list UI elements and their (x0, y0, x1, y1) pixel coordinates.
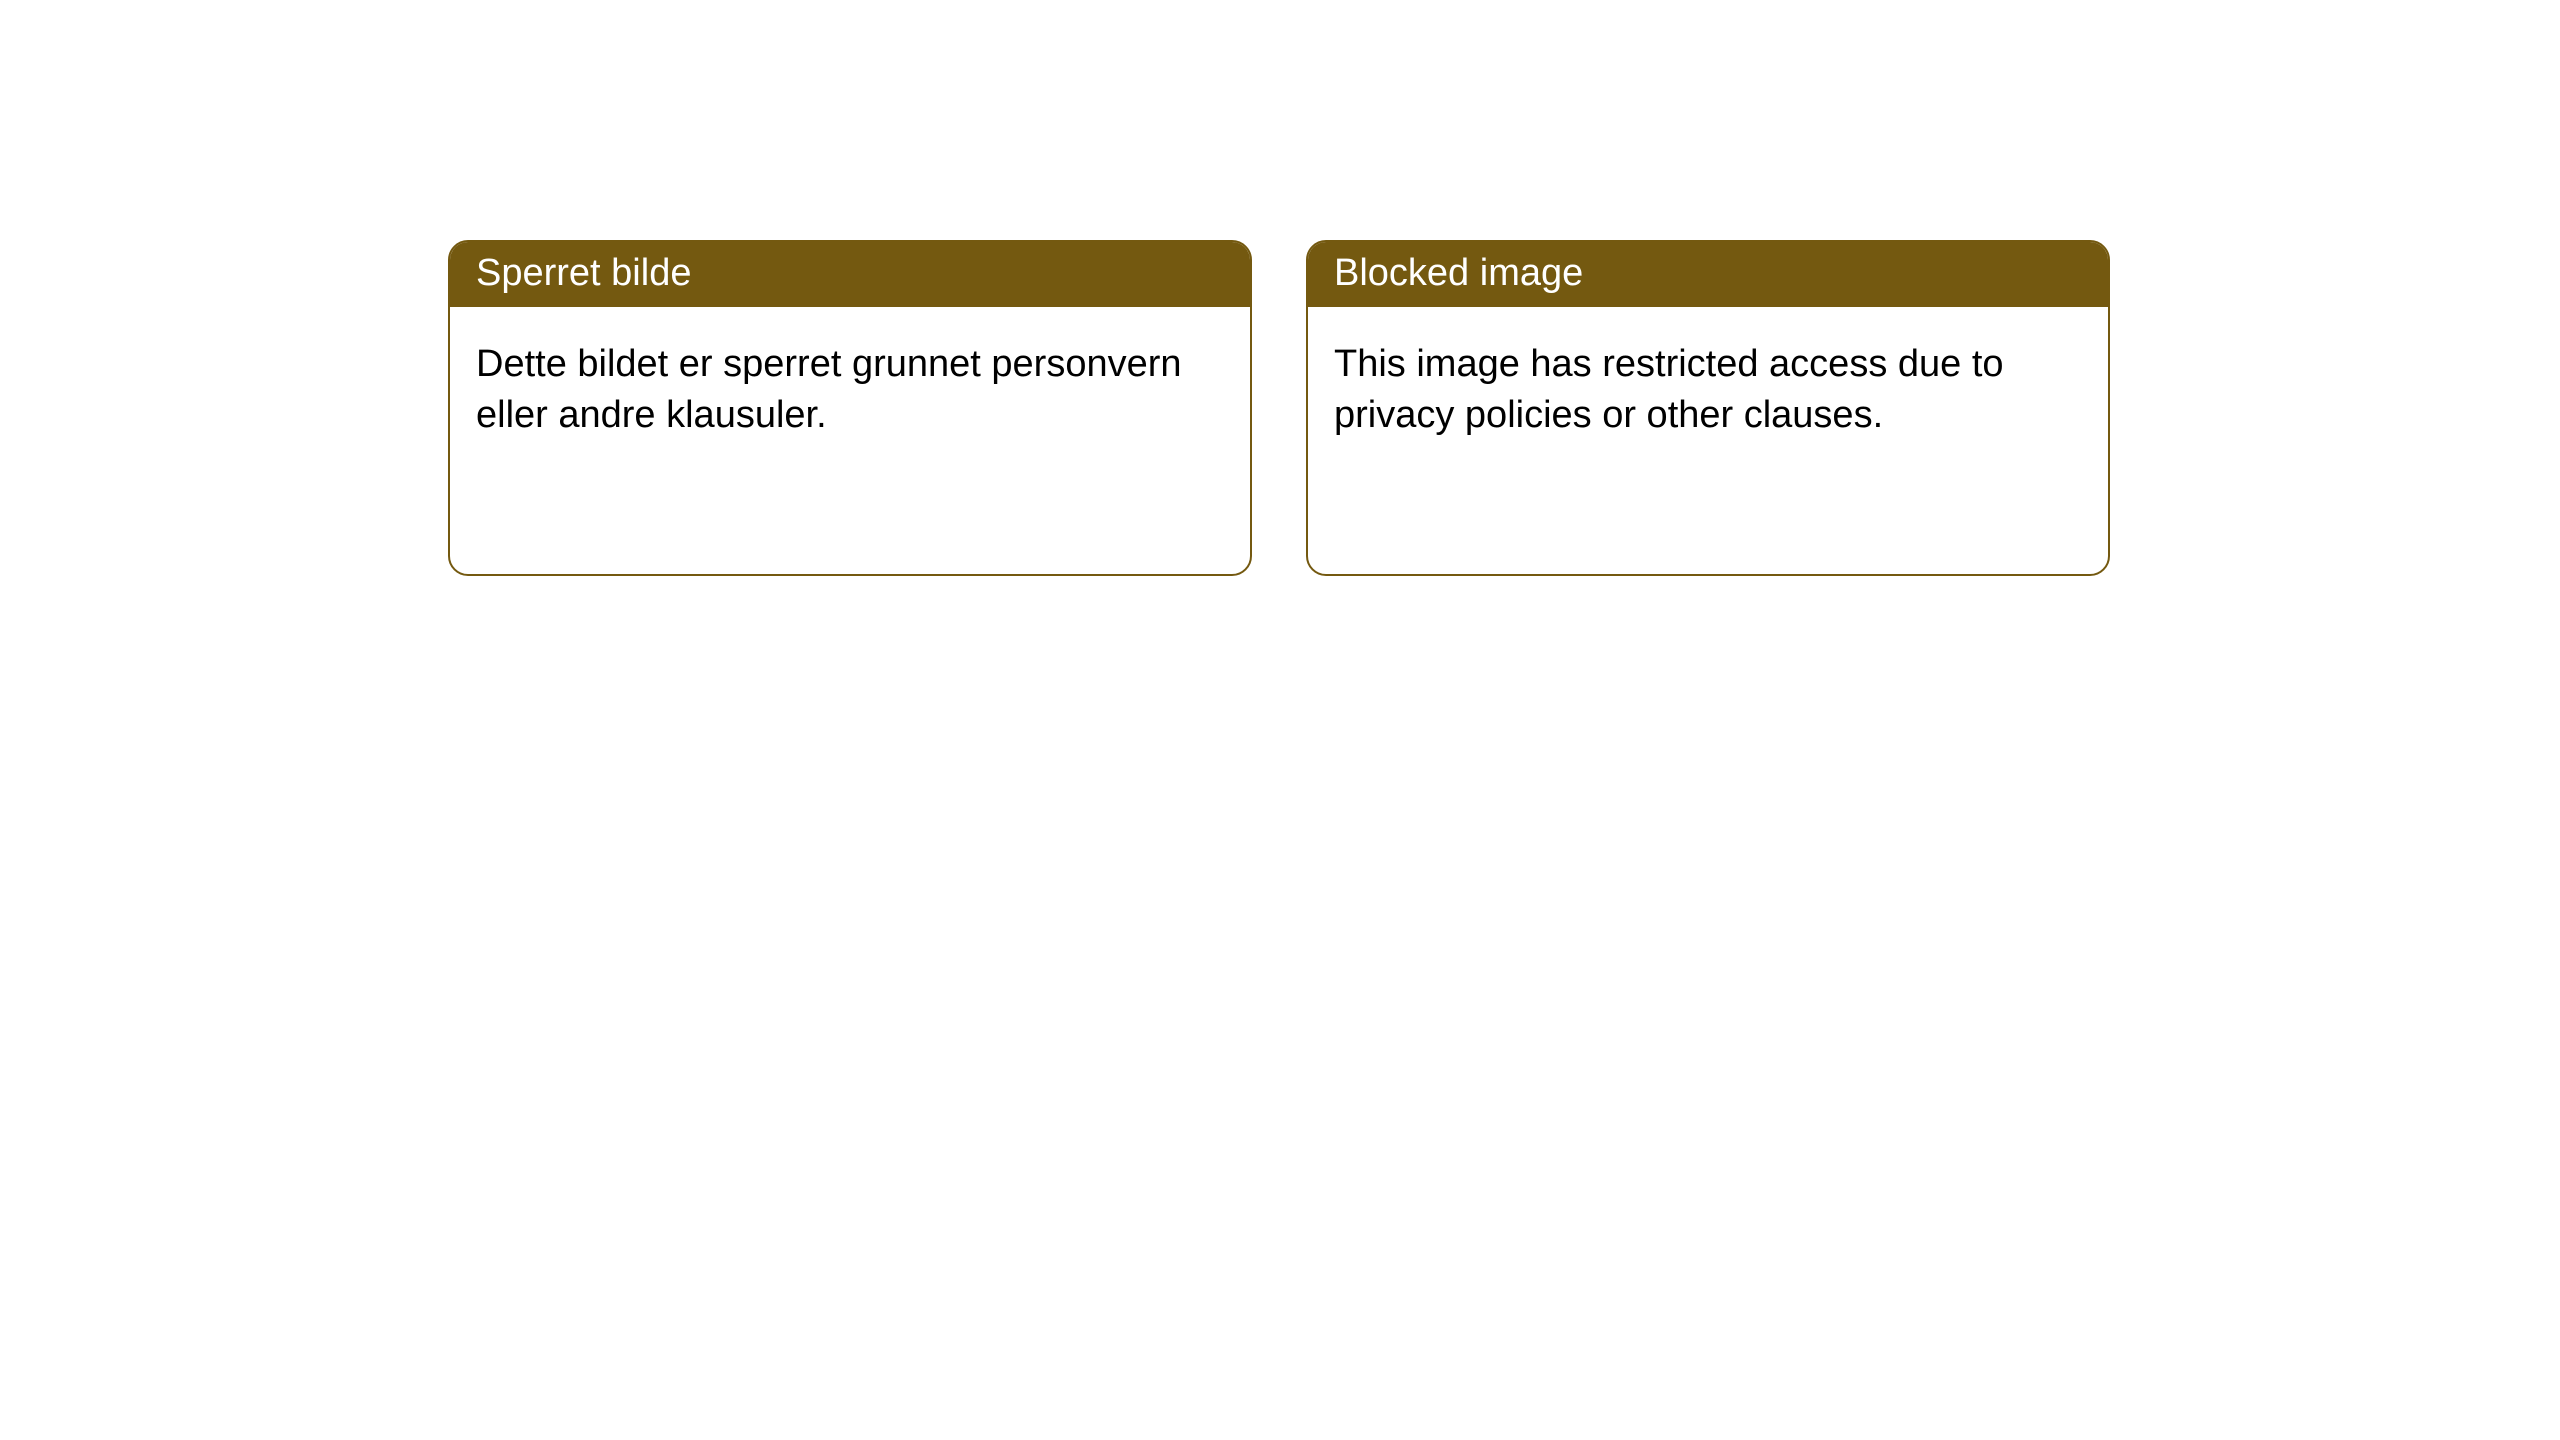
notice-header-norwegian: Sperret bilde (450, 242, 1250, 307)
notice-card-english: Blocked image This image has restricted … (1306, 240, 2110, 576)
notice-body-norwegian: Dette bildet er sperret grunnet personve… (450, 307, 1250, 474)
notice-container: Sperret bilde Dette bildet er sperret gr… (0, 0, 2560, 576)
notice-body-english: This image has restricted access due to … (1308, 307, 2108, 474)
notice-header-english: Blocked image (1308, 242, 2108, 307)
notice-card-norwegian: Sperret bilde Dette bildet er sperret gr… (448, 240, 1252, 576)
